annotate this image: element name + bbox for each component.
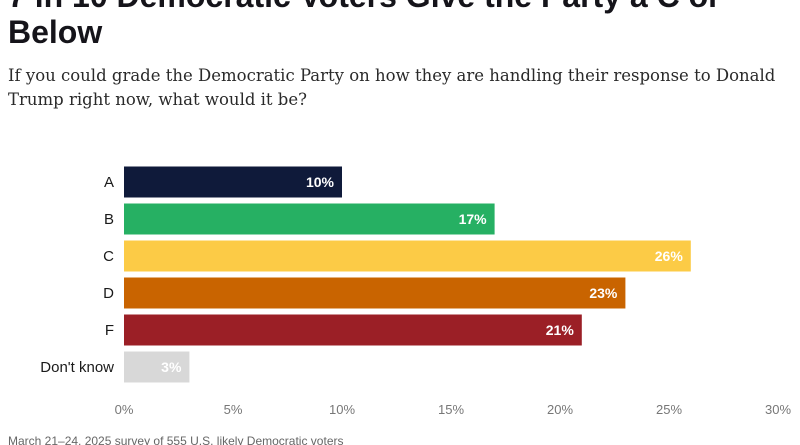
chart-title: 7 in 10 Democratic Voters Give the Party… bbox=[8, 0, 721, 50]
x-tick-label-5: 5% bbox=[224, 402, 243, 417]
x-tick-label-20: 20% bbox=[547, 402, 573, 417]
value-label-d: 23% bbox=[589, 285, 618, 301]
source-note: March 21–24, 2025 survey of 555 U.S. lik… bbox=[8, 434, 344, 445]
x-tick-label-0: 0% bbox=[115, 402, 134, 417]
value-label-don-t-know: 3% bbox=[161, 359, 182, 375]
chart-subtitle: If you could grade the Democratic Party … bbox=[8, 66, 776, 109]
x-tick-label-25: 25% bbox=[656, 402, 682, 417]
value-label-b: 17% bbox=[459, 211, 488, 227]
bar-d bbox=[124, 277, 626, 309]
value-label-c: 26% bbox=[655, 248, 684, 264]
bar-a bbox=[124, 166, 342, 198]
bar-c bbox=[124, 240, 691, 272]
bar-b bbox=[124, 203, 495, 235]
x-tick-label-10: 10% bbox=[329, 402, 355, 417]
bar-f bbox=[124, 314, 582, 346]
x-tick-label-30: 30% bbox=[765, 402, 791, 417]
category-label-f: F bbox=[105, 322, 114, 339]
value-label-a: 10% bbox=[306, 174, 335, 190]
bar-don-t-know bbox=[124, 351, 190, 383]
category-label-d: D bbox=[103, 285, 114, 302]
x-tick-label-15: 15% bbox=[438, 402, 464, 417]
category-label-c: C bbox=[103, 248, 114, 265]
category-label-a: A bbox=[104, 174, 114, 191]
category-label-b: B bbox=[104, 211, 114, 228]
category-label-don-t-know: Don't know bbox=[40, 359, 114, 376]
value-label-f: 21% bbox=[546, 322, 575, 338]
